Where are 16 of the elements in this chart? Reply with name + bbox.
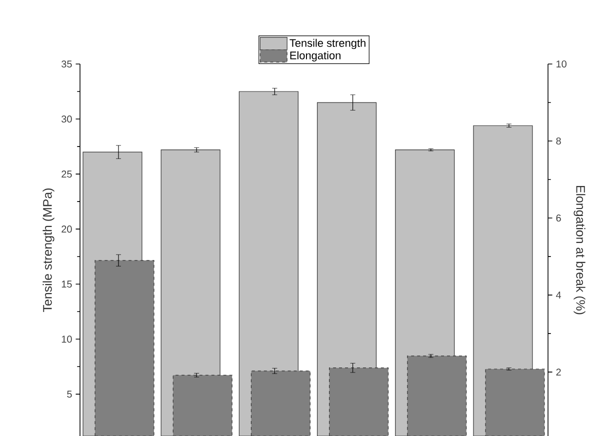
legend-label: Tensile strength (290, 38, 366, 50)
y-tick-label: 20 (62, 226, 72, 233)
y2-axis-title: Elongation at break (%) (574, 186, 586, 314)
y-tick-label: 35 (62, 60, 72, 68)
y2-tick-label: 10 (556, 60, 566, 68)
y2-tick-label: 4 (556, 292, 562, 298)
y2-tick-label: 8 (556, 137, 561, 145)
y-tick-label: 5 (67, 390, 72, 398)
y-tick-label: 30 (62, 116, 72, 123)
legend-label: Elongation (290, 51, 340, 62)
y-axis-title: Tensile strength (MPa) (42, 188, 54, 312)
y-tick-label: 10 (62, 336, 72, 343)
y2-tick-label: 6 (556, 214, 561, 222)
y-tick-label: 15 (62, 280, 72, 288)
y-tick-label: 25 (62, 170, 72, 178)
y2-tick-label: 2 (556, 368, 561, 376)
